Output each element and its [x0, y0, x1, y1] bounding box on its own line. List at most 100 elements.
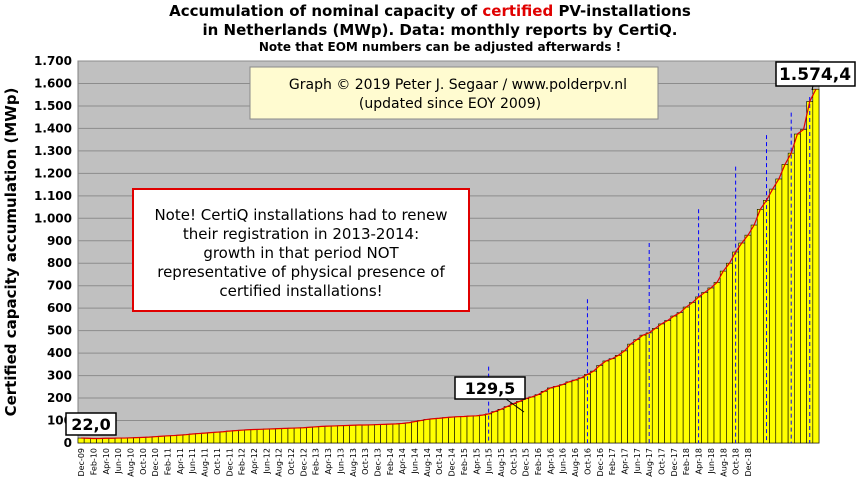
x-tick-label: Dec-11 [225, 448, 234, 477]
note-text: Note! CertiQ installations had to renewt… [154, 206, 447, 300]
dashed-markers [488, 96, 811, 443]
bar [374, 424, 381, 444]
bar [188, 433, 196, 444]
bar [565, 381, 573, 444]
x-tick-label: Feb-11 [164, 448, 173, 475]
bar [479, 414, 486, 444]
x-tick-label: Oct-11 [213, 448, 222, 475]
bar [522, 398, 530, 444]
y-tick-label: 1.100 [34, 189, 72, 203]
bar [682, 306, 690, 444]
bar [627, 343, 635, 444]
bar [127, 437, 134, 444]
bar [306, 426, 313, 444]
bar [670, 315, 678, 444]
mid-value-callout [454, 376, 526, 400]
bar [250, 429, 258, 444]
y-tick-label: 1.500 [34, 99, 72, 113]
x-tick-label: Apr-14 [398, 448, 407, 474]
x-tick-label: Aug-15 [497, 448, 506, 477]
bar [503, 406, 511, 444]
bar [633, 339, 641, 444]
note-line: their registration in 2013-2014: [183, 225, 419, 243]
x-tick-label: Feb-10 [89, 448, 98, 475]
bar [102, 437, 110, 444]
bar [355, 424, 363, 444]
x-tick-label: Jun-17 [633, 448, 642, 475]
x-tick-label: Jun-16 [559, 448, 568, 475]
bar [164, 435, 171, 444]
note-line: growth in that period NOT [203, 244, 399, 262]
bar [812, 88, 820, 444]
x-tick-label: Dec-16 [596, 448, 605, 477]
bar [435, 417, 443, 444]
bar [423, 419, 431, 444]
note-line: representative of physical presence of [157, 263, 445, 281]
y-tick-label: 1.200 [34, 166, 72, 180]
bar [781, 164, 789, 444]
bar [442, 417, 449, 444]
x-tick-label: Oct-14 [435, 448, 444, 475]
x-tick-label: Dec-17 [670, 448, 679, 477]
bar [719, 270, 727, 444]
credit-box [249, 66, 659, 120]
x-tick-label: Aug-18 [719, 448, 728, 477]
y-tick-label: 300 [47, 369, 72, 383]
last-value-pointer [811, 85, 814, 91]
x-tick-label: Dec-09 [77, 448, 86, 477]
y-tick-label: 0 [64, 436, 72, 450]
chart-subtitle: Note that EOM numbers can be adjusted af… [259, 40, 621, 54]
bar [596, 365, 604, 444]
x-tick-label: Apr-18 [695, 448, 704, 474]
bar [608, 358, 616, 444]
bar [219, 431, 227, 444]
y-tick-label: 900 [47, 234, 72, 248]
credit-line-2: (updated since EOY 2009) [359, 96, 541, 112]
x-tick-label: Aug-13 [349, 448, 358, 477]
bar [676, 312, 684, 444]
note-line: Note! CertiQ installations had to renew [154, 206, 447, 224]
bar [701, 292, 709, 444]
bar [380, 424, 388, 444]
chart-title-post: PV-installations [553, 2, 691, 20]
x-tick-label: Feb-17 [608, 448, 617, 475]
bar [367, 424, 375, 444]
bar [330, 425, 338, 444]
x-tick-label: Aug-10 [127, 448, 136, 477]
bar [151, 436, 159, 444]
bar [120, 437, 128, 444]
bar [658, 323, 665, 444]
x-tick-label: Apr-10 [102, 448, 111, 474]
bar [108, 437, 116, 444]
bar [201, 432, 208, 444]
bar [114, 437, 122, 444]
x-tick-label: Jun-12 [262, 448, 271, 475]
x-tick-label: Apr-17 [621, 448, 630, 474]
bar [256, 428, 264, 444]
bar [534, 394, 542, 444]
bar [195, 433, 202, 444]
bar [77, 437, 85, 444]
mid-value-label: 129,5 [465, 379, 516, 398]
chart-title-line2: in Netherlands (MWp). Data: monthly repo… [203, 21, 678, 39]
bar [232, 430, 239, 444]
bar [176, 434, 184, 444]
y-tick-label: 1.400 [34, 121, 72, 135]
bar [509, 403, 517, 444]
bar [411, 421, 418, 444]
bar [404, 422, 412, 444]
bar [707, 287, 715, 444]
bar [750, 224, 758, 444]
bar [262, 428, 270, 444]
y-tick-label: 600 [47, 301, 72, 315]
x-tick-label: Jun-13 [336, 448, 345, 475]
x-tick-label: Oct-15 [509, 448, 518, 475]
bar [460, 416, 468, 444]
bar [287, 427, 295, 444]
y-tick-label: 1.600 [34, 76, 72, 90]
bar [238, 429, 246, 444]
bar [744, 234, 752, 444]
y-axis-ticks: 01002003004005006007008009001.0001.1001.… [34, 54, 72, 450]
bar [349, 424, 357, 444]
